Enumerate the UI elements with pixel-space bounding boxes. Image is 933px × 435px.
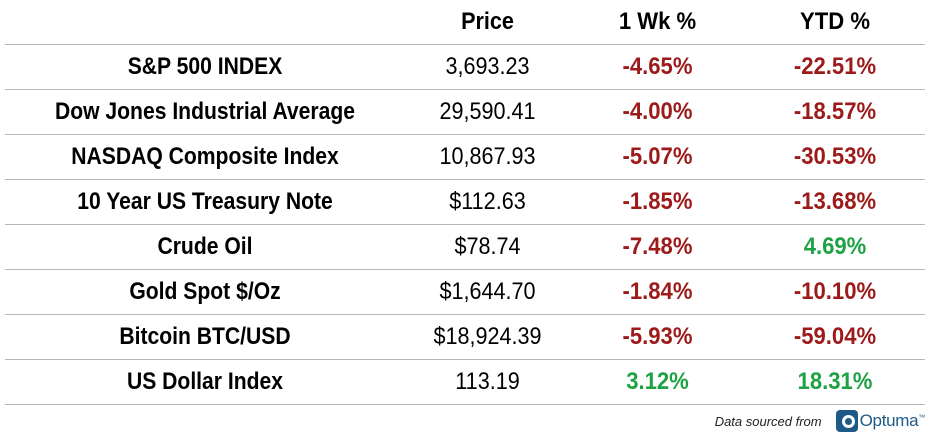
row-price: 29,590.41 (439, 98, 536, 125)
row-name: Bitcoin BTC/USD (119, 323, 291, 350)
table-body: S&P 500 INDEX 3,693.23 -4.65% -22.51% Dow Jo… (5, 45, 925, 405)
table-row: Crude Oil $78.74 -7.48% 4.69% (5, 225, 925, 270)
optuma-logo-icon (835, 410, 858, 432)
row-1wk-change: -5.07% (622, 143, 693, 170)
logo-text: Optuma™ (859, 411, 926, 430)
optuma-logo: Optuma™ (835, 410, 926, 432)
table-row: NASDAQ Composite Index 10,867.93 -5.07% -30… (5, 135, 925, 180)
row-name: S&P 500 INDEX (127, 53, 283, 80)
header-ytd: YTD % (800, 8, 870, 35)
row-1wk-change: -4.00% (622, 98, 693, 125)
row-name: Crude Oil (157, 233, 253, 260)
row-price: $18,924.39 (433, 323, 542, 350)
row-price: $78.74 (454, 233, 521, 260)
row-ytd-change: -10.10% (793, 278, 877, 305)
row-ytd-change: 4.69% (803, 233, 867, 260)
table-header-row: Price 1 Wk % YTD % (5, 0, 925, 45)
row-price: $112.63 (449, 188, 526, 215)
row-price: $1,644.70 (439, 278, 536, 305)
row-1wk-change: -7.48% (622, 233, 693, 260)
row-ytd-change: -13.68% (793, 188, 877, 215)
row-name: NASDAQ Composite Index (71, 143, 339, 170)
row-name: Gold Spot $/Oz (129, 278, 281, 305)
market-performance-table: Price 1 Wk % YTD % S&P 500 INDEX 3,693.23… (5, 0, 925, 405)
row-price: 113.19 (455, 368, 520, 395)
row-ytd-change: -30.53% (793, 143, 877, 170)
row-name: US Dollar Index (126, 368, 284, 395)
row-name: 10 Year US Treasury Note (77, 188, 333, 215)
header-price: Price (461, 8, 514, 35)
table-row: 10 Year US Treasury Note $112.63 -1.85% -13… (5, 180, 925, 225)
table-row: Dow Jones Industrial Average 29,590.41 -4.… (5, 90, 925, 135)
row-1wk-change: -1.85% (622, 188, 693, 215)
footer: Data sourced from Optuma™ (715, 408, 925, 434)
row-ytd-change: 18.31% (797, 368, 873, 395)
header-1wk: 1 Wk % (618, 8, 697, 35)
row-ytd-change: -59.04% (793, 323, 877, 350)
row-1wk-change: -5.93% (622, 323, 693, 350)
row-ytd-change: -18.57% (793, 98, 877, 125)
table-row: Bitcoin BTC/USD $18,924.39 -5.93% -59.04% (5, 315, 925, 360)
row-price: 3,693.23 (445, 53, 530, 80)
table-row: US Dollar Index 113.19 3.12% 18.31% (5, 360, 925, 405)
row-1wk-change: 3.12% (626, 368, 689, 395)
row-name: Dow Jones Industrial Average (54, 98, 356, 125)
row-1wk-change: -4.65% (622, 53, 693, 80)
row-price: 10,867.93 (439, 143, 536, 170)
source-label: Data sourced from (714, 413, 822, 429)
row-1wk-change: -1.84% (622, 278, 693, 305)
table-row: S&P 500 INDEX 3,693.23 -4.65% -22.51% (5, 45, 925, 90)
table-row: Gold Spot $/Oz $1,644.70 -1.84% -10.10% (5, 270, 925, 315)
row-ytd-change: -22.51% (793, 53, 877, 80)
